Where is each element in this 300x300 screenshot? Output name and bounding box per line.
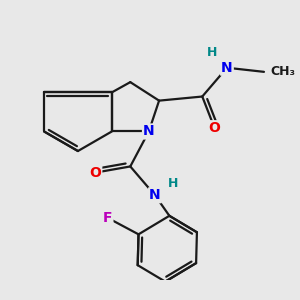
Text: H: H bbox=[168, 177, 179, 190]
Text: N: N bbox=[221, 61, 233, 75]
Text: O: O bbox=[209, 121, 220, 135]
Text: O: O bbox=[89, 166, 101, 180]
Text: N: N bbox=[143, 124, 154, 139]
Text: N: N bbox=[149, 188, 161, 202]
Text: F: F bbox=[103, 211, 112, 225]
Text: H: H bbox=[207, 46, 218, 59]
Text: CH₃: CH₃ bbox=[270, 65, 295, 78]
